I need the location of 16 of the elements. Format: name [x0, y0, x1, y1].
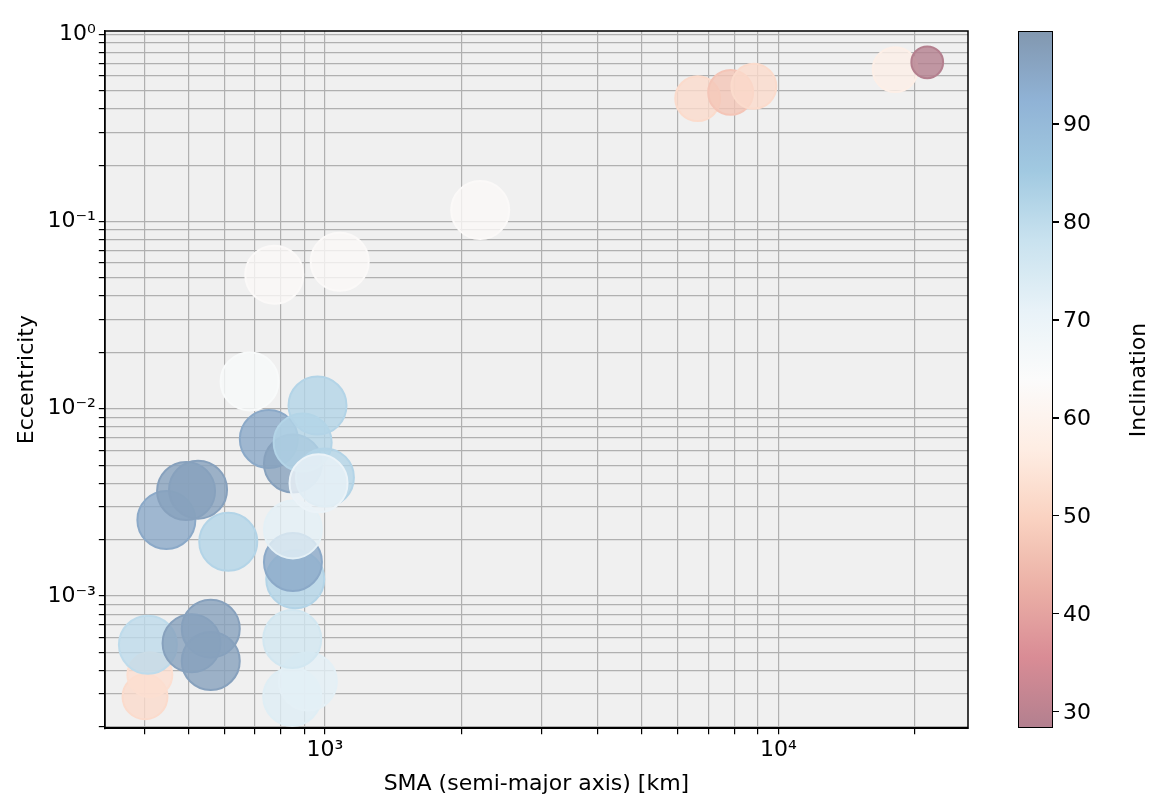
y-tick-label: 10⁻³: [47, 581, 96, 607]
y-tick-label: 10⁻²: [47, 394, 96, 420]
y-axis-title: Eccentricity: [12, 314, 38, 445]
y-tick-label: 10⁰: [59, 19, 96, 45]
color-bar-label: 90: [1063, 111, 1091, 138]
x-tick-label: 10⁴: [759, 736, 797, 762]
y-tick-label: 10⁻¹: [47, 207, 96, 233]
color-bar-label: 30: [1063, 698, 1091, 725]
x-axis-title: SMA (semi-major axis) [km]: [383, 769, 690, 795]
color-bar-label: 60: [1063, 404, 1091, 431]
color-bar-label: 80: [1063, 208, 1091, 235]
color-bar-label: 70: [1063, 306, 1091, 333]
color-bar-title: Inclination: [1125, 322, 1151, 437]
x-tick-label: 10³: [306, 736, 344, 762]
color-bar-label: 50: [1063, 502, 1091, 529]
color-bar-label: 40: [1063, 600, 1091, 627]
